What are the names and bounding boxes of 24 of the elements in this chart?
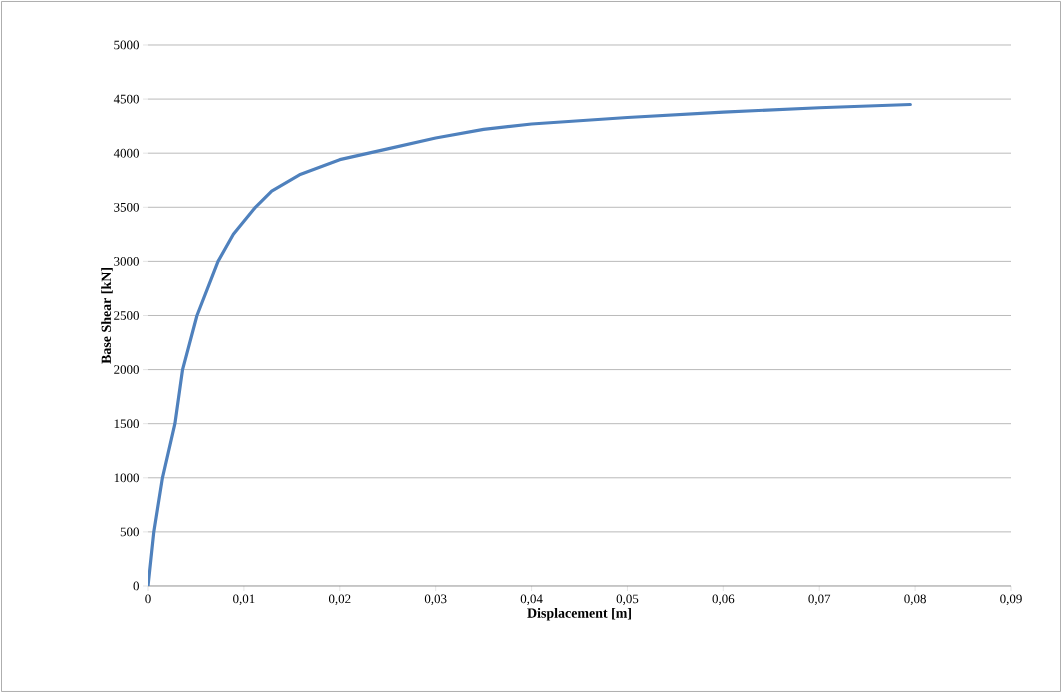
line-series <box>148 102 912 586</box>
y-tick-label: 4500 <box>113 94 139 104</box>
y-tick-label: 2500 <box>114 311 139 320</box>
x-tick-label: 0,07 <box>808 594 831 606</box>
x-tick-label: 0,03 <box>424 594 447 606</box>
x-tick-label: 0,02 <box>328 594 351 606</box>
y-tick-label: 500 <box>120 527 139 537</box>
y-tick-label: 3000 <box>114 257 139 266</box>
y-tick-label: 4000 <box>113 148 139 158</box>
y-tick-label: 3500 <box>114 202 139 212</box>
y-axis-title: Base Shear [kN] <box>101 268 113 364</box>
x-tick-label: 0,06 <box>712 594 735 606</box>
y-tick-label: 5000 <box>114 40 139 50</box>
y-tick-label: 1500 <box>114 419 139 429</box>
x-tick-label: 0 <box>145 594 151 604</box>
x-tick-label: 0,08 <box>904 594 926 606</box>
x-tick-label: 0,01 <box>233 594 255 606</box>
x-tick-label: 0,05 <box>616 594 639 606</box>
y-tick-label: 2000 <box>114 365 139 374</box>
y-tick-label: 1000 <box>114 473 139 483</box>
y-tick-label: 0 <box>133 581 139 591</box>
x-axis-title: Displacement [m] <box>527 607 631 621</box>
x-tick-label: 0,04 <box>520 594 543 606</box>
x-tick-label: 0,09 <box>1000 594 1022 606</box>
